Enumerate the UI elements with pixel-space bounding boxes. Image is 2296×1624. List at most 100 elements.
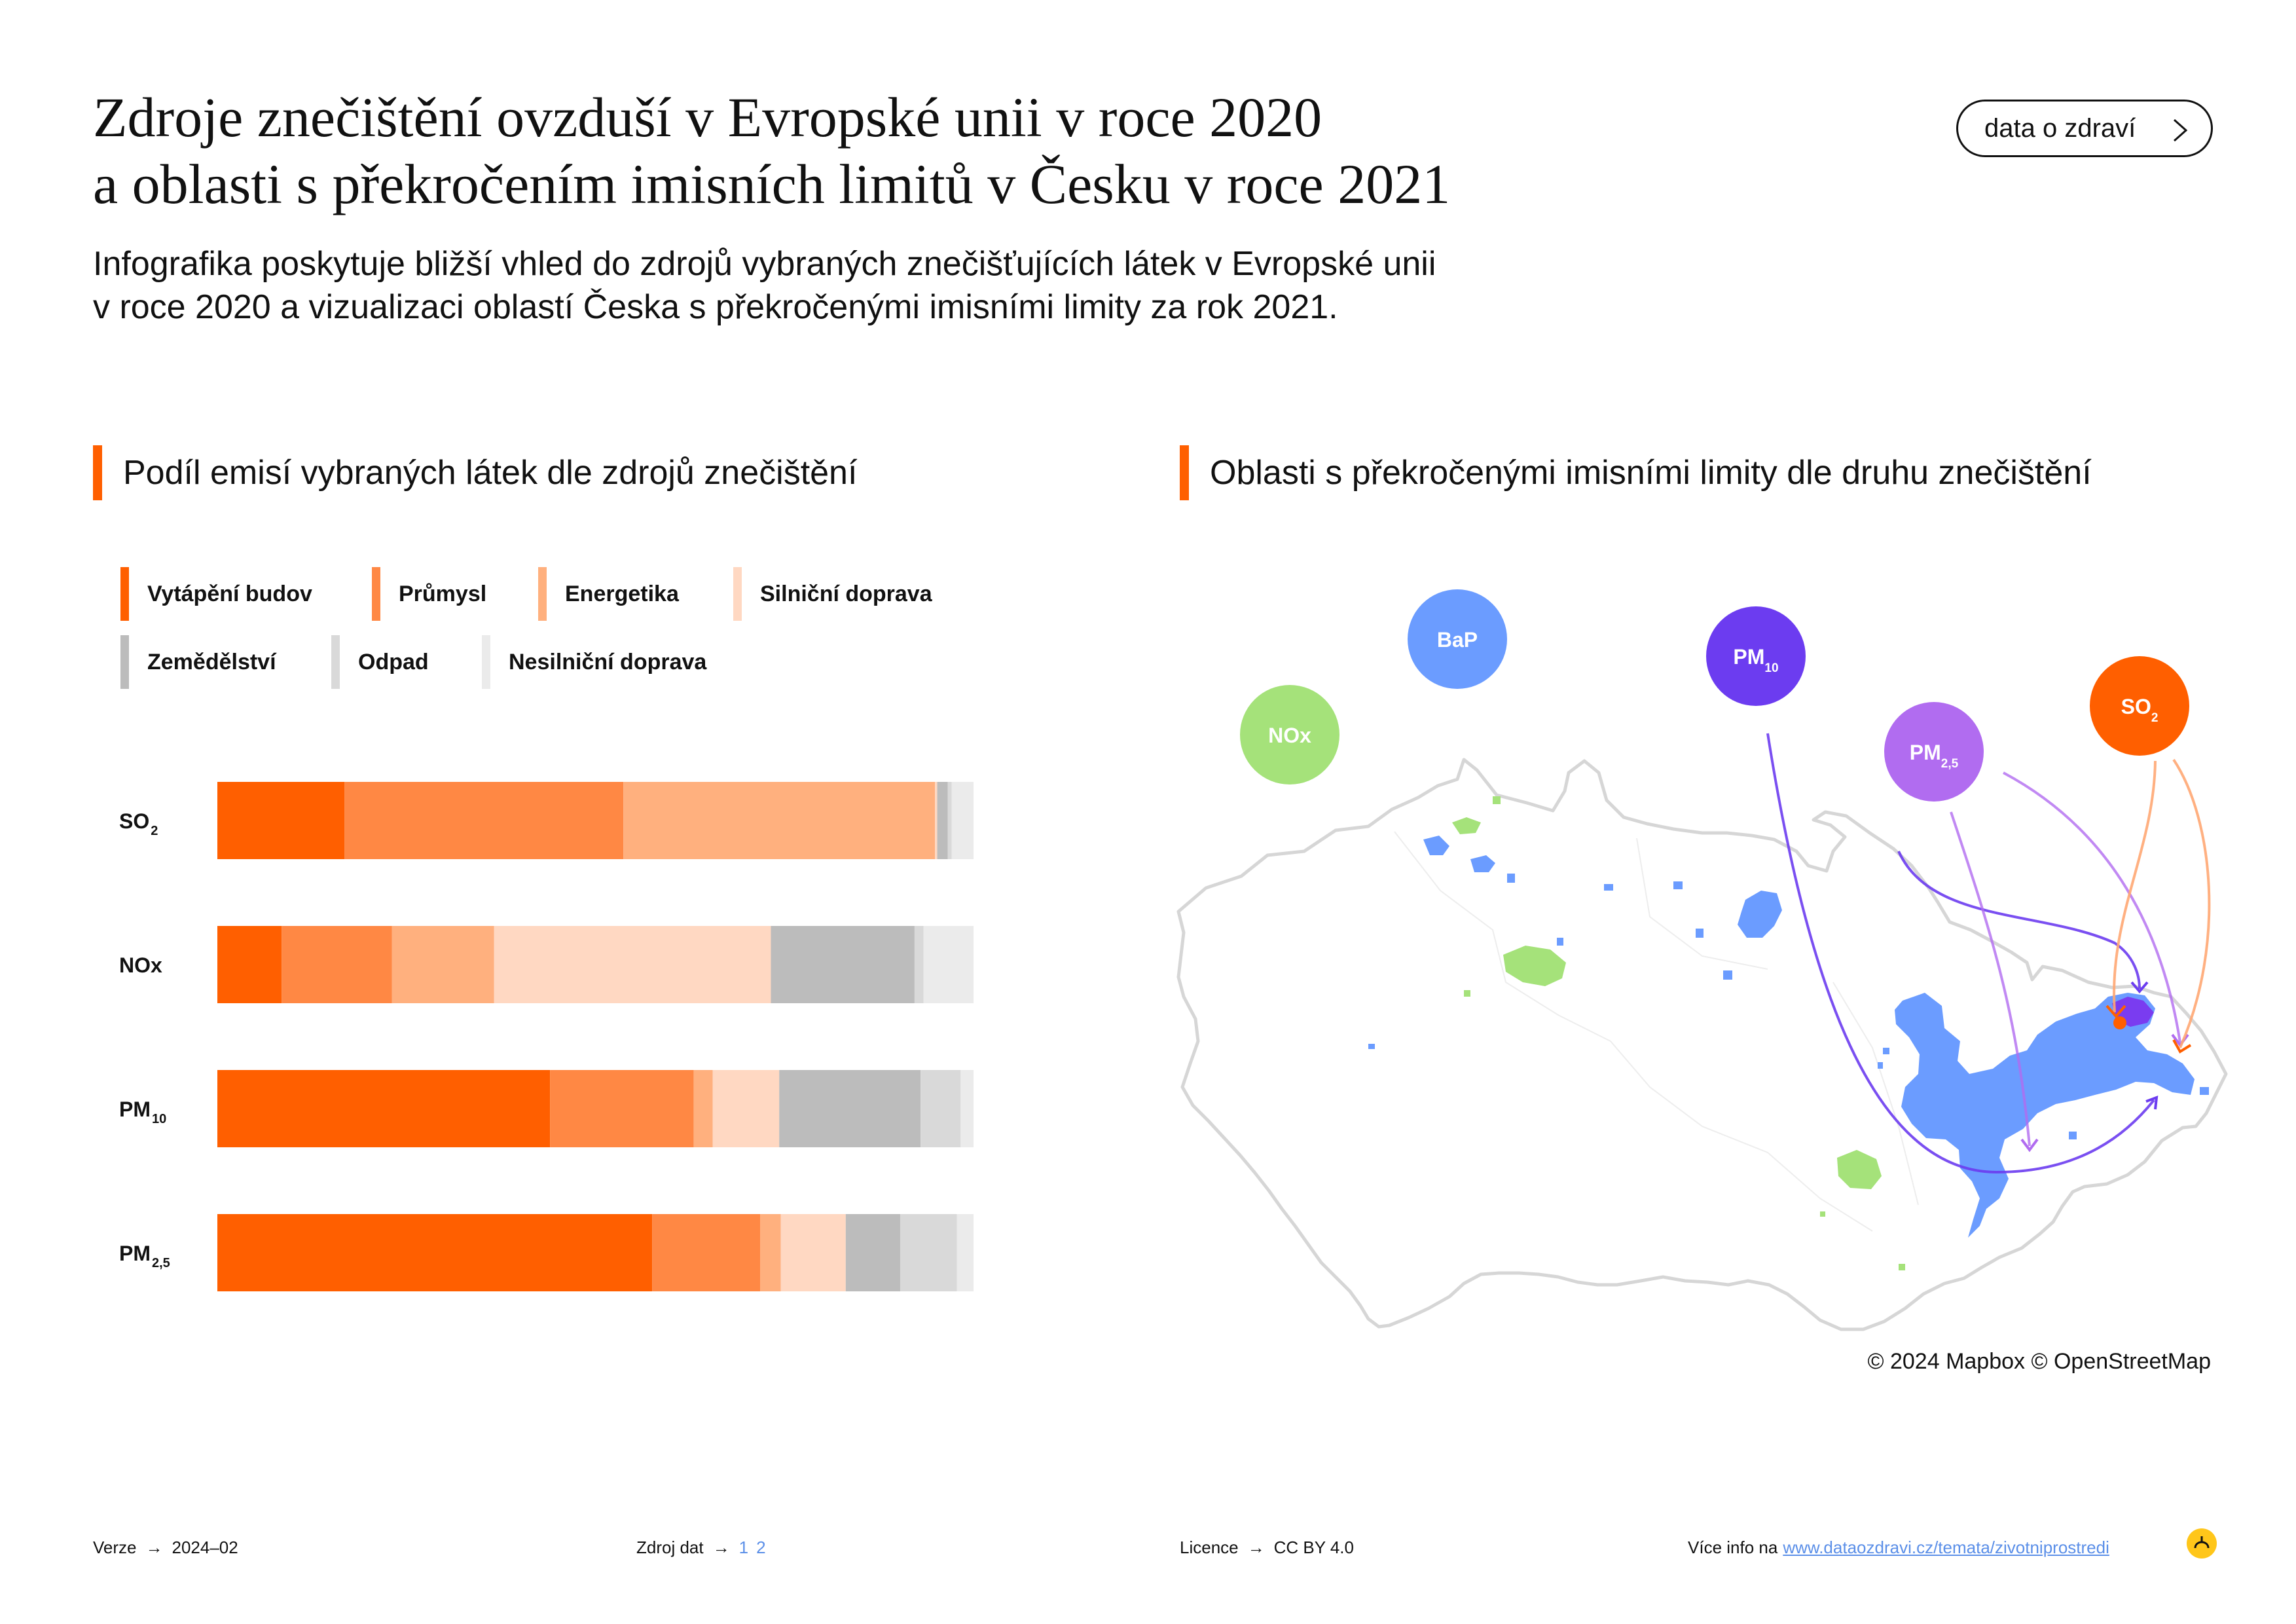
- category-label: SO 2: [119, 809, 158, 838]
- arrow-so2-ostrava: [2113, 760, 2157, 1013]
- arrow-pm10-frydek: [1766, 733, 2155, 1174]
- pollutant-label: NOx: [1268, 724, 1311, 747]
- bar-segment-SO2-2: [623, 782, 936, 859]
- footer-source: Zdroj dat → 1 2: [636, 1538, 774, 1558]
- bar-segment-PM10-1: [550, 1070, 694, 1147]
- footer-source-link-1[interactable]: 1: [738, 1538, 749, 1557]
- bar-segment-PM10-0: [217, 1070, 551, 1147]
- pollutant-circle-4: [2090, 656, 2189, 756]
- bar-segment-SO2-0: [217, 782, 345, 859]
- arrow-right-icon: →: [145, 1538, 163, 1557]
- bar-segment-PM10-5: [920, 1070, 961, 1147]
- stacked-bar-chart: SO 2 NOx PM 10 PM 2,5: [119, 782, 974, 1291]
- footer-license-label: Licence: [1180, 1538, 1239, 1557]
- footer-source-link-2[interactable]: 2: [756, 1538, 766, 1557]
- arrow-so2-karvina: [2172, 758, 2211, 1048]
- pollutant-circle-1: [1408, 589, 1507, 689]
- arrowhead: [2145, 1095, 2159, 1110]
- footer-version-label: Verze: [93, 1538, 137, 1557]
- bar-segment-PM10-3: [712, 1070, 780, 1147]
- legend-item-prumysl: Průmysl: [372, 567, 486, 621]
- bap-area-liberec: [1738, 891, 1782, 938]
- right-section-title-text: Oblasti s překročenými imisními limity d…: [1210, 454, 2092, 492]
- bar-segment-SO2-5: [947, 782, 952, 859]
- pollutant-circle-0: [1240, 685, 1339, 784]
- bar-segment-PM2,5-4: [845, 1214, 900, 1291]
- footer-more-info: Více info na www.dataozdravi.cz/temata/z…: [1688, 1538, 2109, 1558]
- page-subtitle-line-1: Infografika poskytuje bližší vhled do zd…: [93, 245, 1436, 283]
- brand-logo-mark: [2194, 1536, 2210, 1549]
- pollutant-flow-arrows: [1766, 733, 2211, 1174]
- bar-segment-NOx-0: [217, 926, 282, 1003]
- bar-segment-PM2,5-6: [957, 1214, 974, 1291]
- pollutant-circle-2: [1706, 606, 1806, 706]
- bap-exceedance-areas: [1368, 836, 2209, 1238]
- pollutant-circles: NOx BaP PM10 PM2,5 SO2: [1240, 589, 2189, 802]
- legend-swatch: [538, 567, 547, 621]
- arrow-pm25-ostrava: [1950, 811, 2031, 1147]
- category-label: PM 10: [119, 1098, 166, 1126]
- legend-swatch: [482, 635, 490, 689]
- region-border: [1394, 831, 1919, 1232]
- bar-segment-NOx-4: [771, 926, 915, 1003]
- arrowhead: [2172, 1039, 2192, 1054]
- bap-area-small: [1507, 874, 1515, 883]
- left-section-title-text: Podíl emisí vybraných látek dle zdrojů z…: [123, 454, 858, 492]
- bap-area-small: [1368, 1044, 1375, 1049]
- bap-area-small: [1604, 884, 1613, 891]
- legend-label: Silniční doprava: [760, 581, 932, 606]
- bar-segment-NOx-2: [392, 926, 494, 1003]
- nox-area-praha: [1503, 946, 1566, 986]
- data-o-zdravi-button-label: data o zdraví: [1984, 113, 2136, 143]
- pollutant-label: PM10: [1733, 645, 1778, 675]
- bap-area-small: [2200, 1087, 2209, 1095]
- pollutant-label: PM2,5: [1910, 741, 1959, 771]
- bar-segment-NOx-1: [282, 926, 392, 1003]
- footer-more-info-link[interactable]: www.dataozdravi.cz/temata/zivotniprostre…: [1783, 1538, 2109, 1557]
- bar-segment-SO2-4: [937, 782, 948, 859]
- bar-segment-PM10-6: [960, 1070, 974, 1147]
- bar-segment-NOx-6: [923, 926, 974, 1003]
- section-accent-bar: [1180, 445, 1189, 500]
- legend-item-nesilnicni-doprava: Nesilniční doprava: [482, 635, 706, 689]
- legend-item-odpad: Odpad: [331, 635, 429, 689]
- pollutant-label: BaP: [1437, 628, 1478, 652]
- bap-area-small: [1557, 938, 1563, 946]
- legend-item-zemedelstvi: Zemědělství: [120, 635, 276, 689]
- bap-area-moravia: [1895, 993, 2195, 1238]
- bar-segment-SO2-3: [935, 782, 938, 859]
- legend-label: Odpad: [358, 649, 429, 674]
- bar-segment-NOx-3: [494, 926, 771, 1003]
- page-title: Zdroje znečištění ovzduší v Evropské uni…: [93, 84, 1450, 217]
- so2-hotspot-ostrava: [2113, 1016, 2126, 1029]
- category-label: PM 2,5: [119, 1242, 170, 1270]
- nox-area-small: [1493, 796, 1501, 804]
- page-title-line-1: Zdroje znečištění ovzduší v Evropské uni…: [93, 86, 1322, 149]
- right-section-title: Oblasti s překročenými imisními limity d…: [1180, 445, 2092, 500]
- chevron-right-icon: [2174, 119, 2188, 142]
- bap-area-small: [2069, 1132, 2077, 1139]
- bap-area-usti: [1423, 836, 1449, 855]
- bap-area-small: [1878, 1062, 1883, 1069]
- bar-segment-PM2,5-5: [900, 1214, 957, 1291]
- legend-label: Vytápění budov: [147, 581, 312, 606]
- hotspot-areas: [2112, 997, 2154, 1029]
- legend-swatch: [733, 567, 742, 621]
- legend-item-silnicni-doprava: Silniční doprava: [733, 567, 932, 621]
- brand-logo-icon: [2187, 1528, 2217, 1559]
- bar-segment-PM10-4: [779, 1070, 921, 1147]
- arrow-pm25-karvina: [2003, 771, 2181, 1043]
- nox-area-small: [1899, 1264, 1905, 1270]
- nox-area-small: [1820, 1211, 1825, 1217]
- left-section-title: Podíl emisí vybraných látek dle zdrojů z…: [93, 445, 857, 500]
- nox-area-brno: [1837, 1150, 1882, 1189]
- bar-segment-NOx-5: [914, 926, 924, 1003]
- section-accent-bar: [93, 445, 102, 500]
- data-o-zdravi-button[interactable]: data o zdraví: [1956, 100, 2213, 157]
- arrow-right-icon: →: [712, 1538, 730, 1557]
- bar-segment-PM2,5-0: [217, 1214, 653, 1291]
- legend-swatch: [120, 567, 129, 621]
- bap-area-small: [1723, 970, 1732, 980]
- arrowhead: [2105, 1005, 2126, 1019]
- category-label: NOx: [119, 953, 162, 977]
